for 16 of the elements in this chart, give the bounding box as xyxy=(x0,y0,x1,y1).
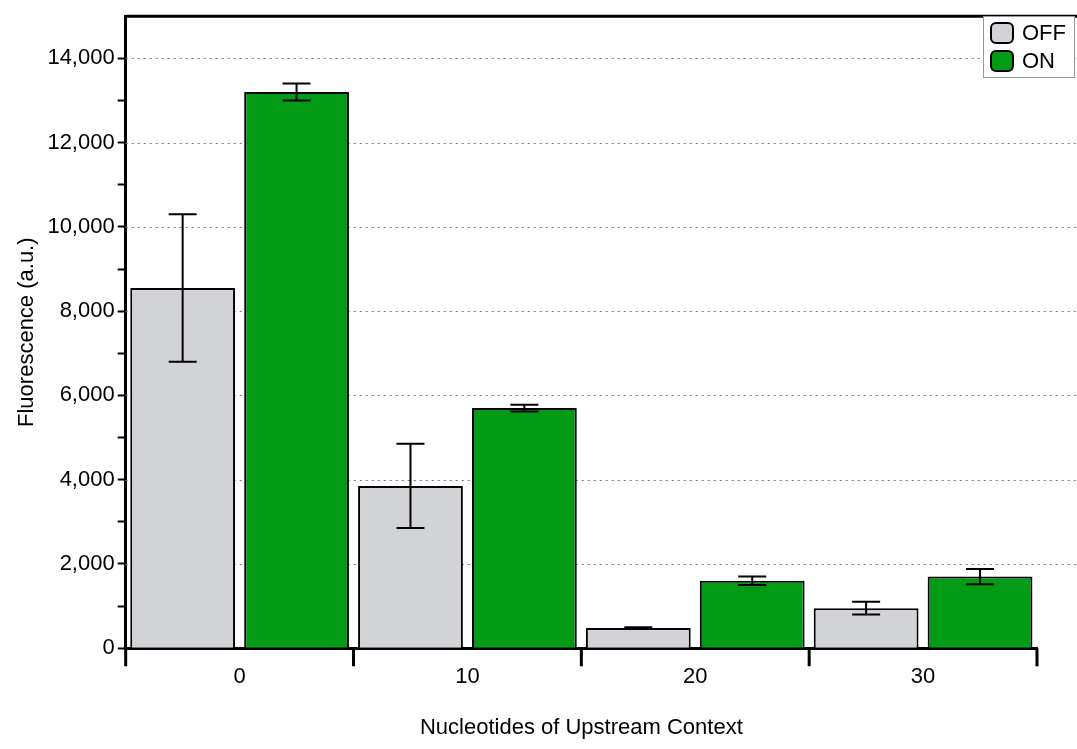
y-axis-title: Fluorescence (a.u.) xyxy=(13,237,39,427)
x-tick-label: 10 xyxy=(455,663,480,689)
x-tick-label: 30 xyxy=(910,663,936,689)
y-tick-label: 14,000 xyxy=(47,44,115,70)
x-tick-label: 20 xyxy=(683,663,708,689)
y-tick-label: 2,000 xyxy=(59,550,115,575)
y-tick-label: 8,000 xyxy=(59,297,115,323)
y-tick-label: 12,000 xyxy=(47,128,115,154)
y-tick-label: 10,000 xyxy=(47,212,115,238)
x-axis-title: Nucleotides of Upstream Context xyxy=(419,713,743,739)
y-tick-label: 6,000 xyxy=(59,381,115,407)
x-tick-label: 0 xyxy=(233,663,246,689)
y-tick-label: 4,000 xyxy=(59,465,115,491)
y-tick-label: 0 xyxy=(102,634,115,660)
legend-label: OFF xyxy=(1022,19,1066,48)
legend-label: ON xyxy=(1022,47,1055,76)
